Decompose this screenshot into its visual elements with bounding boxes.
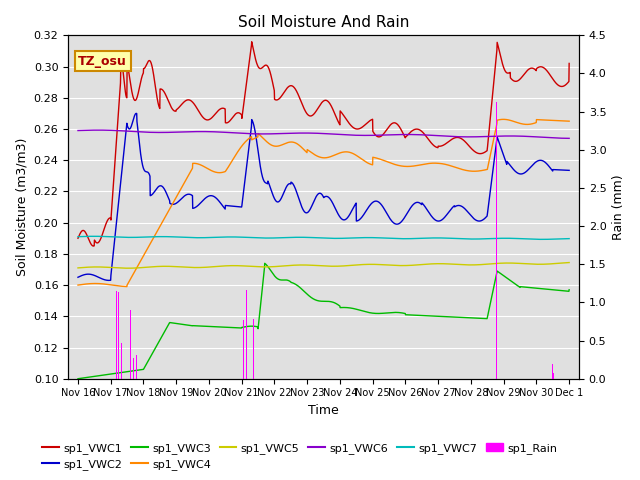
sp1_VWC1 bbox=[551, 79, 559, 85]
sp1_VWC1 bbox=[565, 60, 573, 66]
sp1_VWC7 bbox=[538, 237, 546, 242]
sp1_VWC1 bbox=[300, 106, 308, 112]
sp1_VWC5 bbox=[124, 265, 132, 271]
Text: TZ_osu: TZ_osu bbox=[78, 55, 127, 68]
Y-axis label: Soil Moisture (m3/m3): Soil Moisture (m3/m3) bbox=[15, 138, 28, 276]
Line: sp1_VWC7: sp1_VWC7 bbox=[78, 236, 569, 240]
sp1_VWC2 bbox=[552, 167, 559, 173]
sp1_VWC1 bbox=[461, 139, 469, 144]
sp1_VWC4 bbox=[300, 147, 308, 153]
sp1_VWC5 bbox=[551, 261, 559, 266]
sp1_VWC5 bbox=[300, 262, 308, 268]
sp1_VWC7 bbox=[551, 236, 559, 242]
sp1_VWC5 bbox=[99, 264, 107, 270]
sp1_VWC4 bbox=[551, 118, 559, 123]
sp1_VWC6 bbox=[313, 131, 321, 136]
sp1_VWC4 bbox=[499, 117, 507, 122]
sp1_VWC1 bbox=[248, 39, 255, 45]
sp1_VWC1 bbox=[314, 107, 321, 112]
sp1_VWC1 bbox=[74, 235, 82, 241]
X-axis label: Time: Time bbox=[308, 404, 339, 417]
sp1_VWC4 bbox=[99, 281, 107, 287]
sp1_VWC3 bbox=[300, 288, 308, 294]
sp1_VWC2 bbox=[461, 206, 469, 212]
Line: sp1_VWC2: sp1_VWC2 bbox=[78, 113, 569, 280]
sp1_VWC7 bbox=[313, 235, 321, 240]
sp1_VWC2 bbox=[551, 167, 559, 173]
sp1_VWC5 bbox=[551, 261, 559, 266]
sp1_VWC4 bbox=[123, 284, 131, 289]
Line: sp1_VWC6: sp1_VWC6 bbox=[78, 130, 569, 138]
sp1_VWC2 bbox=[300, 209, 308, 215]
sp1_VWC7 bbox=[552, 236, 559, 242]
sp1_VWC3 bbox=[565, 287, 573, 293]
sp1_VWC6 bbox=[99, 127, 107, 133]
sp1_VWC7 bbox=[90, 233, 98, 239]
sp1_VWC3 bbox=[551, 287, 559, 293]
sp1_VWC3 bbox=[74, 376, 82, 382]
sp1_VWC2 bbox=[565, 168, 573, 173]
sp1_VWC2 bbox=[105, 277, 113, 283]
Line: sp1_VWC1: sp1_VWC1 bbox=[78, 42, 569, 246]
sp1_VWC7 bbox=[300, 234, 308, 240]
sp1_VWC4 bbox=[313, 153, 321, 159]
sp1_VWC6 bbox=[565, 135, 573, 141]
Legend: sp1_VWC1, sp1_VWC2, sp1_VWC3, sp1_VWC4, sp1_VWC5, sp1_VWC6, sp1_VWC7, sp1_Rain: sp1_VWC1, sp1_VWC2, sp1_VWC3, sp1_VWC4, … bbox=[38, 438, 562, 474]
sp1_VWC3 bbox=[551, 287, 559, 293]
sp1_VWC1 bbox=[552, 80, 559, 85]
sp1_VWC5 bbox=[74, 265, 82, 271]
sp1_VWC5 bbox=[461, 262, 469, 268]
sp1_VWC6 bbox=[461, 134, 469, 140]
sp1_VWC7 bbox=[461, 236, 469, 242]
sp1_VWC1 bbox=[90, 243, 97, 249]
sp1_VWC7 bbox=[74, 234, 82, 240]
sp1_VWC4 bbox=[552, 118, 559, 123]
Line: sp1_VWC5: sp1_VWC5 bbox=[78, 263, 569, 268]
sp1_VWC5 bbox=[313, 263, 321, 268]
sp1_VWC2 bbox=[99, 276, 107, 282]
sp1_VWC4 bbox=[461, 168, 469, 173]
sp1_VWC4 bbox=[565, 118, 573, 124]
sp1_VWC5 bbox=[565, 260, 573, 265]
sp1_VWC2 bbox=[74, 275, 82, 280]
sp1_VWC3 bbox=[261, 261, 269, 266]
Y-axis label: Rain (mm): Rain (mm) bbox=[612, 174, 625, 240]
sp1_VWC6 bbox=[300, 130, 308, 136]
sp1_VWC7 bbox=[99, 234, 107, 240]
sp1_VWC6 bbox=[74, 128, 82, 133]
sp1_VWC6 bbox=[551, 135, 559, 141]
sp1_VWC2 bbox=[314, 192, 321, 198]
sp1_VWC3 bbox=[461, 315, 469, 321]
Line: sp1_VWC4: sp1_VWC4 bbox=[78, 120, 569, 287]
sp1_VWC6 bbox=[95, 127, 102, 133]
sp1_VWC3 bbox=[313, 298, 321, 303]
sp1_VWC3 bbox=[99, 372, 107, 378]
Line: sp1_VWC3: sp1_VWC3 bbox=[78, 264, 569, 379]
sp1_VWC6 bbox=[551, 135, 559, 141]
sp1_VWC1 bbox=[99, 229, 107, 235]
sp1_VWC2 bbox=[132, 110, 140, 116]
Title: Soil Moisture And Rain: Soil Moisture And Rain bbox=[238, 15, 409, 30]
sp1_VWC7 bbox=[565, 236, 573, 241]
sp1_VWC4 bbox=[74, 282, 82, 288]
